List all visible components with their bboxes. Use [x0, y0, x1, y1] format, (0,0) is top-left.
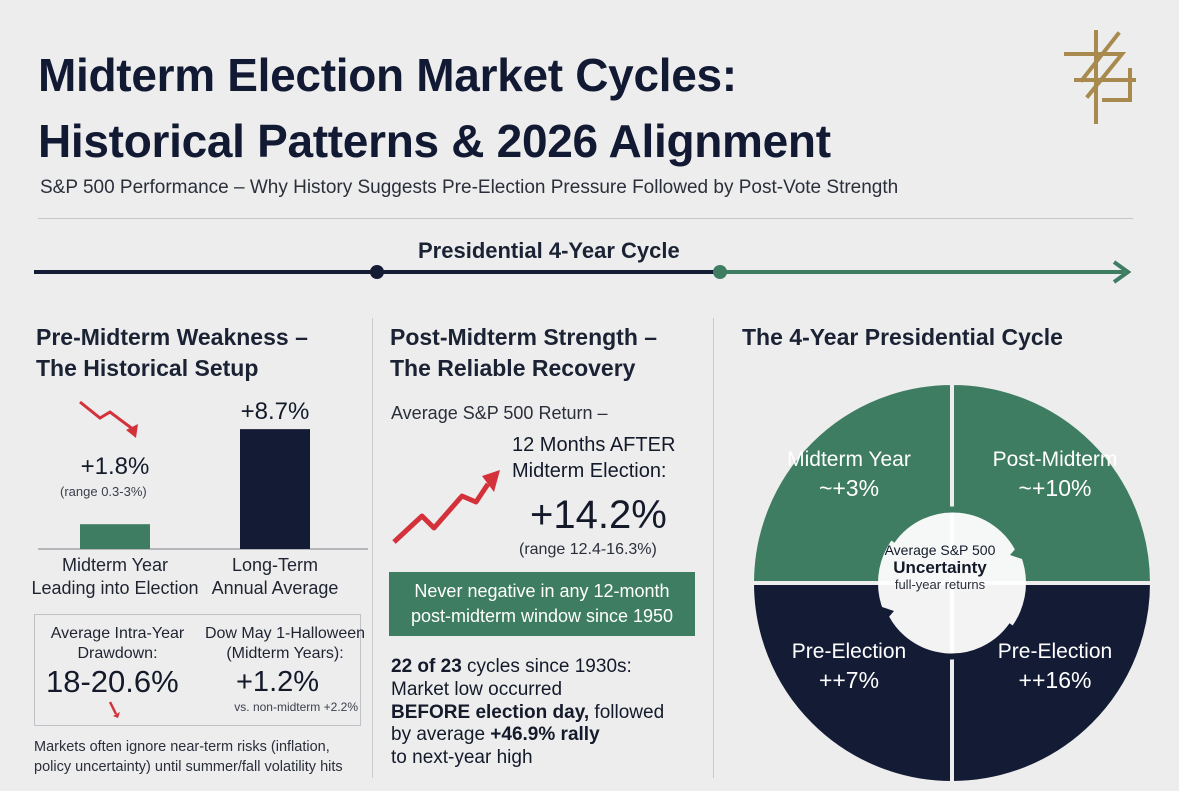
middle-heading-line-1: Post-Midterm Strength –: [390, 324, 658, 350]
timeline-marker-midterm: [370, 265, 384, 279]
timeline: [34, 260, 1132, 284]
page-title-line-1: Midterm Election Market Cycles:: [38, 49, 737, 101]
bar-category-1-line-1: Midterm Year: [61, 555, 169, 575]
left-heading-line-1: Pre-Midterm Weakness –: [36, 324, 308, 350]
midterm-bar-chart: +1.8% +8.7%: [38, 398, 368, 550]
column-divider-2: [713, 318, 714, 778]
presidential-cycle-pie: Midterm Year ~+3% Post-Midterm ~+10% Pre-Ele…: [749, 380, 1155, 786]
column-divider-1: [372, 318, 373, 778]
drawdown-label: Average Intra-Year Drawdown:: [40, 624, 195, 664]
bar-category-2-line-2: Annual Average: [211, 578, 339, 599]
drawdown-label-line-1: Average Intra-Year: [50, 625, 185, 642]
dow-label: Dow May 1-Halloween (Midterm Years):: [200, 624, 370, 664]
drawdown-label-line-2: Drawdown:: [77, 645, 158, 662]
logo-icon: [1064, 30, 1136, 124]
small-down-arrow-icon: [108, 701, 120, 718]
after-midterm-line-2: Midterm Election:: [512, 460, 667, 482]
pie-slice-label-2: Post-Midterm: [993, 448, 1118, 471]
middle-heading-line-2: The Reliable Recovery: [390, 355, 636, 381]
dow-label-line-1: Dow May 1-Halloween: [204, 625, 366, 642]
cycles-line-5: to next-year high: [391, 747, 533, 769]
cycles-line-4-a: by average: [391, 724, 491, 746]
left-footnote: Markets often ignore near-term risks (in…: [34, 738, 343, 777]
header-divider: [38, 218, 1133, 219]
pie-slice-value-2: ~+10%: [1019, 475, 1092, 501]
bar-1: [80, 524, 150, 549]
bar-2: [240, 429, 310, 549]
page-subtitle: S&P 500 Performance – Why History Sugges…: [40, 177, 899, 198]
cycle-arrows-icon: [876, 506, 1028, 660]
callout-line-1: Never negative in any 12-month: [414, 580, 670, 601]
after-midterm-label: 12 Months AFTER Midterm Election:: [512, 432, 675, 484]
cycles-text: 22 of 23 cycles since 1930s: Market low …: [391, 656, 664, 770]
pie-center-line-2: Uncertainty: [893, 558, 987, 578]
cycles-count: 22 of 23: [391, 656, 462, 677]
bar-range-label: (range 0.3-3%): [60, 484, 147, 499]
timeline-marker-post-midterm: [713, 265, 727, 279]
right-heading: The 4-Year Presidential Cycle: [742, 324, 1063, 350]
bar-category-2: Long-Term Annual Average: [180, 554, 370, 601]
cycles-line-1-rest: cycles since 1930s:: [461, 656, 632, 677]
pie-center-line-3: full-year returns: [894, 576, 986, 592]
drawdown-box: [34, 614, 361, 726]
cycles-line-2: Market low occurred: [391, 678, 563, 700]
pie-slice-label-3: Pre-Election: [792, 640, 906, 663]
callout-line-2: post-midterm window since 1950: [410, 606, 674, 626]
post-midterm-range: (range 12.4-16.3%): [519, 541, 657, 558]
pie-slice-value-4: ++16%: [1019, 667, 1092, 693]
pie-slice-label-4: Pre-Election: [998, 640, 1112, 663]
pie-center-line-1: Average S&P 500: [884, 542, 996, 558]
avg-return-label: Average S&P 500 Return –: [391, 403, 608, 423]
after-midterm-line-1: 12 Months AFTER: [512, 434, 676, 456]
down-trend-arrow-icon: [79, 400, 138, 438]
dow-note: vs. non-midterm +2.2%: [234, 700, 358, 714]
drawdown-value: 18-20.6%: [46, 664, 179, 699]
timeline-label: Presidential 4-Year Cycle: [418, 238, 680, 263]
cycles-line-3-rest: followed: [589, 701, 665, 723]
bar-value-label-1: +1.8%: [81, 453, 150, 480]
bar-category-2-line-1: Long-Term: [231, 555, 319, 575]
dow-label-line-2: (Midterm Years):: [226, 645, 344, 662]
bar-value-label-2: +8.7%: [241, 398, 310, 425]
left-footnote-line-1: Markets often ignore near-term risks (in…: [34, 739, 330, 755]
pie-slice-label-1: Midterm Year: [787, 448, 911, 471]
post-midterm-return-value: +14.2%: [530, 493, 667, 537]
up-trend-arrow-icon: [392, 470, 500, 544]
page-title-line-2: Historical Patterns & 2026 Alignment: [38, 115, 831, 167]
pie-center-label: Average S&P 500 Uncertainty full-year re…: [860, 542, 1020, 593]
left-footnote-line-2: policy uncertainty) until summer/fall vo…: [34, 758, 343, 775]
cycles-rally: +46.9% rally: [490, 724, 600, 746]
bar-category-1: Midterm Year Leading into Election: [10, 554, 220, 601]
cycles-line-3-bold: BEFORE election day,: [391, 701, 590, 723]
dow-value: +1.2%: [236, 666, 320, 698]
bar-category-1-line-2: Leading into Election: [31, 578, 199, 599]
never-negative-callout: Never negative in any 12-month post-midt…: [389, 572, 695, 636]
pie-slice-value-1: ~+3%: [819, 475, 879, 501]
pie-slice-value-3: ++7%: [819, 667, 879, 693]
left-heading-line-2: The Historical Setup: [36, 355, 259, 381]
